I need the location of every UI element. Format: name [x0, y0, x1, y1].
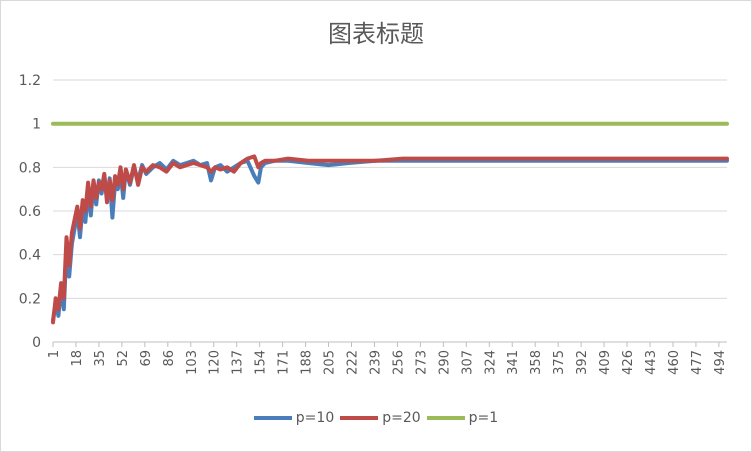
x-tick-label: 256 [391, 350, 406, 375]
legend-item-p20: p=20 [340, 410, 421, 426]
legend-item-p10: p=10 [253, 410, 335, 426]
y-tick-label: 0 [32, 335, 41, 351]
y-tick-label: 0.2 [19, 291, 41, 307]
x-tick-label: 290 [437, 350, 452, 375]
legend-swatch-p20 [340, 416, 379, 420]
x-tick-label: 426 [621, 350, 636, 375]
x-tick-label: 188 [300, 350, 315, 375]
legend-swatch-p10 [253, 416, 292, 420]
x-tick-label: 494 [713, 350, 728, 375]
gridlines [53, 79, 727, 343]
series-line-p10 [51, 158, 729, 323]
legend-label-p1: p=1 [468, 410, 499, 426]
x-tick-label: 324 [483, 350, 498, 375]
x-tick-label: 205 [323, 350, 338, 375]
x-tick-label: 120 [208, 350, 223, 375]
x-tick-label: 69 [139, 350, 154, 367]
x-tick-label: 52 [116, 350, 131, 367]
x-tick-label: 341 [506, 350, 521, 375]
x-tick-label: 477 [690, 350, 705, 375]
chart-title: 图表标题 [328, 20, 424, 48]
legend-label-p20: p=20 [382, 410, 421, 426]
x-tick-label: 375 [552, 350, 567, 375]
x-tick-label: 171 [277, 350, 292, 375]
x-tick-label: 103 [185, 350, 200, 375]
x-tick-label: 358 [529, 350, 544, 375]
legend-swatch-p1 [426, 416, 465, 420]
x-tick-label: 154 [254, 350, 269, 375]
x-axis-ticks: 1 18 35 52 69 86 103 120 137 154 171 188 205 222 239 25… [47, 342, 728, 375]
x-tick-label: 222 [346, 350, 361, 375]
y-axis-ticks: 0 0.2 0.4 0.6 0.8 1 1.2 [19, 73, 41, 351]
legend: p=10 p=20 p=1 [0, 410, 752, 426]
x-tick-label: 307 [460, 350, 475, 375]
x-tick-label: 239 [368, 350, 383, 375]
y-tick-label: 1 [32, 117, 41, 133]
x-tick-label: 86 [162, 350, 177, 367]
x-tick-label: 1 [47, 350, 62, 358]
x-tick-label: 392 [575, 350, 590, 375]
legend-label-p10: p=10 [295, 410, 335, 426]
x-tick-label: 460 [667, 350, 682, 375]
y-tick-label: 0.6 [19, 204, 41, 220]
x-tick-label: 35 [93, 350, 108, 367]
y-tick-label: 0.8 [19, 160, 41, 176]
legend-item-p1: p=1 [426, 410, 499, 426]
x-tick-label: 137 [231, 350, 246, 375]
x-tick-label: 443 [644, 350, 659, 375]
x-tick-label: 273 [414, 350, 429, 375]
y-tick-label: 1.2 [19, 73, 41, 89]
y-tick-label: 0.4 [19, 248, 41, 264]
x-tick-label: 18 [70, 350, 85, 367]
series-line-p20 [51, 154, 729, 325]
x-tick-label: 409 [598, 350, 613, 375]
series-group [51, 121, 729, 325]
